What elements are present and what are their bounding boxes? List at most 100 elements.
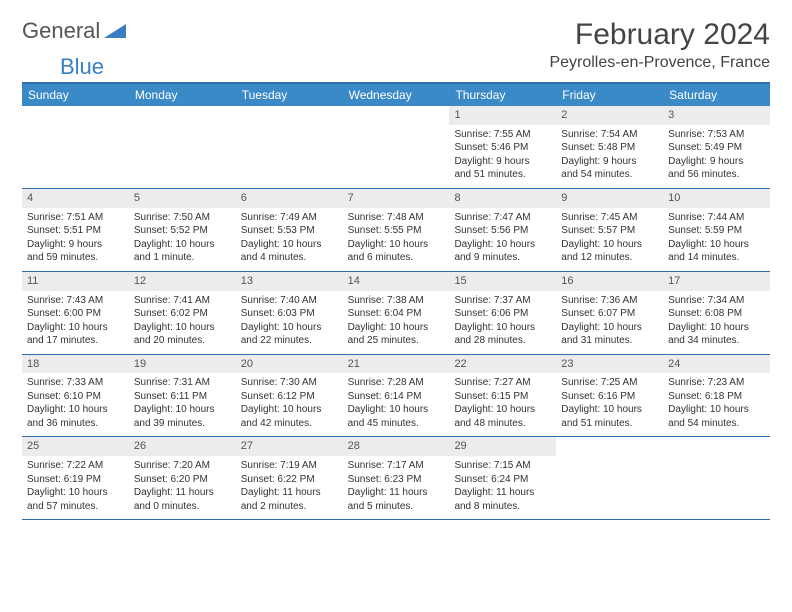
daylight-text: and 2 minutes. xyxy=(241,500,338,514)
day-number: 10 xyxy=(663,189,770,208)
day-body: Sunrise: 7:31 AMSunset: 6:11 PMDaylight:… xyxy=(129,373,236,436)
day-body: Sunrise: 7:15 AMSunset: 6:24 PMDaylight:… xyxy=(449,456,556,519)
day-body: Sunrise: 7:50 AMSunset: 5:52 PMDaylight:… xyxy=(129,208,236,271)
daylight-text: Daylight: 10 hours xyxy=(561,321,658,335)
day-cell: . xyxy=(129,106,236,188)
day-number: 12 xyxy=(129,272,236,291)
daylight-text: Daylight: 10 hours xyxy=(241,321,338,335)
sunrise-text: Sunrise: 7:50 AM xyxy=(134,211,231,225)
sunrise-text: Sunrise: 7:41 AM xyxy=(134,294,231,308)
daylight-text: and 22 minutes. xyxy=(241,334,338,348)
day-cell: 26Sunrise: 7:20 AMSunset: 6:20 PMDayligh… xyxy=(129,437,236,519)
daylight-text: Daylight: 11 hours xyxy=(241,486,338,500)
day-cell: 10Sunrise: 7:44 AMSunset: 5:59 PMDayligh… xyxy=(663,189,770,271)
daylight-text: and 12 minutes. xyxy=(561,251,658,265)
sunset-text: Sunset: 5:51 PM xyxy=(27,224,124,238)
sunrise-text: Sunrise: 7:31 AM xyxy=(134,376,231,390)
sunset-text: Sunset: 6:20 PM xyxy=(134,473,231,487)
day-body: Sunrise: 7:34 AMSunset: 6:08 PMDaylight:… xyxy=(663,291,770,354)
day-body xyxy=(556,456,663,519)
sunset-text: Sunset: 6:22 PM xyxy=(241,473,338,487)
daylight-text: Daylight: 10 hours xyxy=(454,321,551,335)
sunset-text: Sunset: 5:46 PM xyxy=(454,141,551,155)
day-number: 22 xyxy=(449,355,556,374)
sunrise-text: Sunrise: 7:54 AM xyxy=(561,128,658,142)
sunrise-text: Sunrise: 7:51 AM xyxy=(27,211,124,225)
day-body: Sunrise: 7:22 AMSunset: 6:19 PMDaylight:… xyxy=(22,456,129,519)
weekday-monday: Monday xyxy=(129,84,236,106)
day-cell: 21Sunrise: 7:28 AMSunset: 6:14 PMDayligh… xyxy=(343,355,450,437)
sunset-text: Sunset: 6:06 PM xyxy=(454,307,551,321)
day-body: Sunrise: 7:27 AMSunset: 6:15 PMDaylight:… xyxy=(449,373,556,436)
daylight-text: Daylight: 10 hours xyxy=(241,238,338,252)
daylight-text: Daylight: 10 hours xyxy=(134,403,231,417)
daylight-text: and 54 minutes. xyxy=(668,417,765,431)
sunset-text: Sunset: 6:02 PM xyxy=(134,307,231,321)
day-number: 8 xyxy=(449,189,556,208)
day-cell: 18Sunrise: 7:33 AMSunset: 6:10 PMDayligh… xyxy=(22,355,129,437)
sunset-text: Sunset: 6:08 PM xyxy=(668,307,765,321)
weekday-wednesday: Wednesday xyxy=(343,84,450,106)
day-body: Sunrise: 7:45 AMSunset: 5:57 PMDaylight:… xyxy=(556,208,663,271)
sunrise-text: Sunrise: 7:45 AM xyxy=(561,211,658,225)
day-body: Sunrise: 7:53 AMSunset: 5:49 PMDaylight:… xyxy=(663,125,770,188)
daylight-text: Daylight: 10 hours xyxy=(561,403,658,417)
daylight-text: and 34 minutes. xyxy=(668,334,765,348)
day-number: 17 xyxy=(663,272,770,291)
weekday-header-row: Sunday Monday Tuesday Wednesday Thursday… xyxy=(22,84,770,106)
day-cell: 22Sunrise: 7:27 AMSunset: 6:15 PMDayligh… xyxy=(449,355,556,437)
day-body: Sunrise: 7:38 AMSunset: 6:04 PMDaylight:… xyxy=(343,291,450,354)
daylight-text: and 1 minute. xyxy=(134,251,231,265)
sunrise-text: Sunrise: 7:53 AM xyxy=(668,128,765,142)
sunrise-text: Sunrise: 7:15 AM xyxy=(454,459,551,473)
day-body: Sunrise: 7:41 AMSunset: 6:02 PMDaylight:… xyxy=(129,291,236,354)
daylight-text: and 54 minutes. xyxy=(561,168,658,182)
sunset-text: Sunset: 6:14 PM xyxy=(348,390,445,404)
day-cell: 8Sunrise: 7:47 AMSunset: 5:56 PMDaylight… xyxy=(449,189,556,271)
day-cell: . xyxy=(663,437,770,519)
week-row: 4Sunrise: 7:51 AMSunset: 5:51 PMDaylight… xyxy=(22,189,770,272)
day-body: Sunrise: 7:43 AMSunset: 6:00 PMDaylight:… xyxy=(22,291,129,354)
day-number: 16 xyxy=(556,272,663,291)
daylight-text: and 8 minutes. xyxy=(454,500,551,514)
sunset-text: Sunset: 5:48 PM xyxy=(561,141,658,155)
day-number: 28 xyxy=(343,437,450,456)
daylight-text: and 9 minutes. xyxy=(454,251,551,265)
sunrise-text: Sunrise: 7:49 AM xyxy=(241,211,338,225)
day-body: Sunrise: 7:17 AMSunset: 6:23 PMDaylight:… xyxy=(343,456,450,519)
daylight-text: Daylight: 10 hours xyxy=(454,238,551,252)
day-cell: 15Sunrise: 7:37 AMSunset: 6:06 PMDayligh… xyxy=(449,272,556,354)
sunset-text: Sunset: 6:24 PM xyxy=(454,473,551,487)
sunset-text: Sunset: 6:19 PM xyxy=(27,473,124,487)
day-cell: 12Sunrise: 7:41 AMSunset: 6:02 PMDayligh… xyxy=(129,272,236,354)
day-cell: 2Sunrise: 7:54 AMSunset: 5:48 PMDaylight… xyxy=(556,106,663,188)
daylight-text: Daylight: 10 hours xyxy=(134,238,231,252)
sunset-text: Sunset: 6:11 PM xyxy=(134,390,231,404)
sunset-text: Sunset: 6:12 PM xyxy=(241,390,338,404)
sunrise-text: Sunrise: 7:20 AM xyxy=(134,459,231,473)
day-number: 11 xyxy=(22,272,129,291)
daylight-text: Daylight: 9 hours xyxy=(454,155,551,169)
day-number: 19 xyxy=(129,355,236,374)
day-cell: 27Sunrise: 7:19 AMSunset: 6:22 PMDayligh… xyxy=(236,437,343,519)
day-number: 21 xyxy=(343,355,450,374)
day-body xyxy=(129,125,236,188)
week-row: 11Sunrise: 7:43 AMSunset: 6:00 PMDayligh… xyxy=(22,272,770,355)
week-row: . . . . 1Sunrise: 7:55 AMSunset: 5:46 PM… xyxy=(22,106,770,189)
day-body: Sunrise: 7:49 AMSunset: 5:53 PMDaylight:… xyxy=(236,208,343,271)
sunset-text: Sunset: 6:03 PM xyxy=(241,307,338,321)
daylight-text: Daylight: 10 hours xyxy=(348,321,445,335)
sunset-text: Sunset: 6:10 PM xyxy=(27,390,124,404)
day-number: 24 xyxy=(663,355,770,374)
day-number: 6 xyxy=(236,189,343,208)
daylight-text: and 36 minutes. xyxy=(27,417,124,431)
day-number: 27 xyxy=(236,437,343,456)
day-body: Sunrise: 7:40 AMSunset: 6:03 PMDaylight:… xyxy=(236,291,343,354)
sunset-text: Sunset: 6:15 PM xyxy=(454,390,551,404)
daylight-text: Daylight: 10 hours xyxy=(27,403,124,417)
sunset-text: Sunset: 6:23 PM xyxy=(348,473,445,487)
day-body: Sunrise: 7:51 AMSunset: 5:51 PMDaylight:… xyxy=(22,208,129,271)
day-body: Sunrise: 7:44 AMSunset: 5:59 PMDaylight:… xyxy=(663,208,770,271)
day-cell: 23Sunrise: 7:25 AMSunset: 6:16 PMDayligh… xyxy=(556,355,663,437)
daylight-text: and 59 minutes. xyxy=(27,251,124,265)
